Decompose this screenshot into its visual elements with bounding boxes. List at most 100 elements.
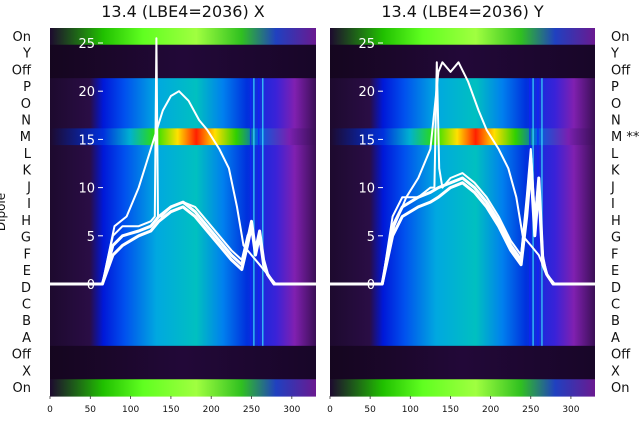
row-label: C — [611, 298, 620, 313]
x-tick-label: 0 — [47, 405, 53, 415]
row-label: On — [611, 30, 629, 45]
heatmap-row — [330, 78, 595, 96]
row-label: N — [611, 114, 621, 129]
heatmap-row — [50, 312, 316, 330]
heatmap-row — [330, 195, 595, 213]
row-label: On — [13, 381, 31, 396]
heatmap-row — [330, 278, 595, 297]
heatmap-streak — [261, 78, 264, 346]
heatmap-row — [330, 379, 595, 397]
row-label: Off — [611, 348, 631, 363]
x-tick-label: 200 — [203, 405, 220, 415]
heatmap-row — [50, 329, 316, 347]
overlay-y-tick: 15 — [78, 133, 95, 148]
row-label: F — [24, 247, 31, 262]
heatmap-row — [50, 94, 316, 113]
heatmap-row — [50, 245, 316, 263]
heatmap-row — [50, 362, 316, 380]
heatmap-row — [330, 212, 595, 230]
heatmap-streak — [257, 78, 260, 346]
heatmap-row — [330, 295, 595, 313]
row-label: L — [24, 147, 32, 162]
row-label: A — [611, 331, 620, 346]
heatmap-row — [50, 295, 316, 313]
overlay-y-tick: 5 — [87, 230, 95, 245]
row-label: G — [21, 231, 31, 246]
row-label: D — [611, 281, 621, 296]
row-label: F — [611, 247, 618, 262]
heatmap-row — [330, 128, 595, 146]
overlay-y-tick: 25 — [358, 37, 375, 52]
heatmap-row — [50, 379, 316, 397]
heatmap-row — [330, 329, 595, 347]
row-label: G — [611, 231, 621, 246]
overlay-y-tick: 5 — [367, 230, 375, 245]
heatmap-streak — [529, 78, 531, 346]
x-tick-label: 250 — [243, 405, 260, 415]
row-label: X — [611, 364, 620, 379]
heatmap-row — [50, 44, 316, 63]
series-line — [330, 61, 595, 285]
row-label: I — [611, 197, 615, 212]
heatmap-row — [330, 362, 595, 380]
heatmap-row — [330, 28, 595, 46]
heatmap-streak — [249, 78, 252, 346]
heatmap-row — [50, 278, 316, 297]
row-label: C — [22, 298, 31, 313]
heatmap-row — [50, 145, 316, 163]
series-line — [330, 61, 595, 285]
overlay-y-tick: 20 — [358, 85, 375, 100]
heatmap-row — [330, 111, 595, 129]
row-label: J — [26, 180, 31, 195]
row-label: Off — [611, 63, 631, 78]
row-label: O — [611, 97, 621, 112]
heatmap-row — [50, 61, 316, 79]
row-label: N — [21, 114, 31, 129]
row-label: M ** — [611, 130, 640, 145]
x-tick-label: 50 — [85, 405, 97, 415]
heatmap-row — [50, 128, 316, 146]
chart-title: 13.4 (LBE4=2036) X — [101, 2, 265, 21]
row-label: O — [21, 97, 31, 112]
heatmap-row — [50, 345, 316, 364]
x-tick-label: 0 — [327, 405, 333, 415]
row-label: B — [611, 314, 620, 329]
heatmap-row — [330, 312, 595, 330]
chart-title: 13.4 (LBE4=2036) Y — [381, 2, 544, 21]
row-label: Y — [22, 47, 31, 62]
heatmap-row — [50, 212, 316, 230]
row-label: I — [27, 197, 31, 212]
heatmap-row — [330, 94, 595, 113]
row-label: X — [22, 364, 31, 379]
row-label: E — [611, 264, 619, 279]
row-label: L — [611, 147, 619, 162]
overlay-y-tick: 15 — [358, 133, 375, 148]
heatmap-row — [330, 145, 595, 163]
series-line — [50, 90, 316, 285]
overlay-y-tick: 10 — [78, 182, 95, 197]
x-tick-label: 100 — [122, 405, 139, 415]
row-label: H — [21, 214, 31, 229]
heatmap-row — [50, 161, 316, 180]
row-label: D — [21, 281, 31, 296]
heatmap-row — [330, 44, 595, 63]
row-label: K — [611, 164, 620, 179]
heatmap-row — [330, 262, 595, 280]
row-label: H — [611, 214, 621, 229]
row-label: P — [23, 80, 31, 95]
row-label: P — [611, 80, 619, 95]
heatmap-row — [50, 111, 316, 129]
heatmap-row — [330, 345, 595, 364]
y-axis-label: Dipole — [0, 193, 8, 231]
row-label: A — [22, 331, 31, 346]
heatmap-row — [50, 178, 316, 196]
x-tick-label: 300 — [283, 405, 300, 415]
series-line — [50, 37, 316, 285]
overlay-y-tick: 10 — [358, 182, 375, 197]
x-tick-label: 300 — [562, 405, 579, 415]
x-tick-label: 250 — [522, 405, 539, 415]
